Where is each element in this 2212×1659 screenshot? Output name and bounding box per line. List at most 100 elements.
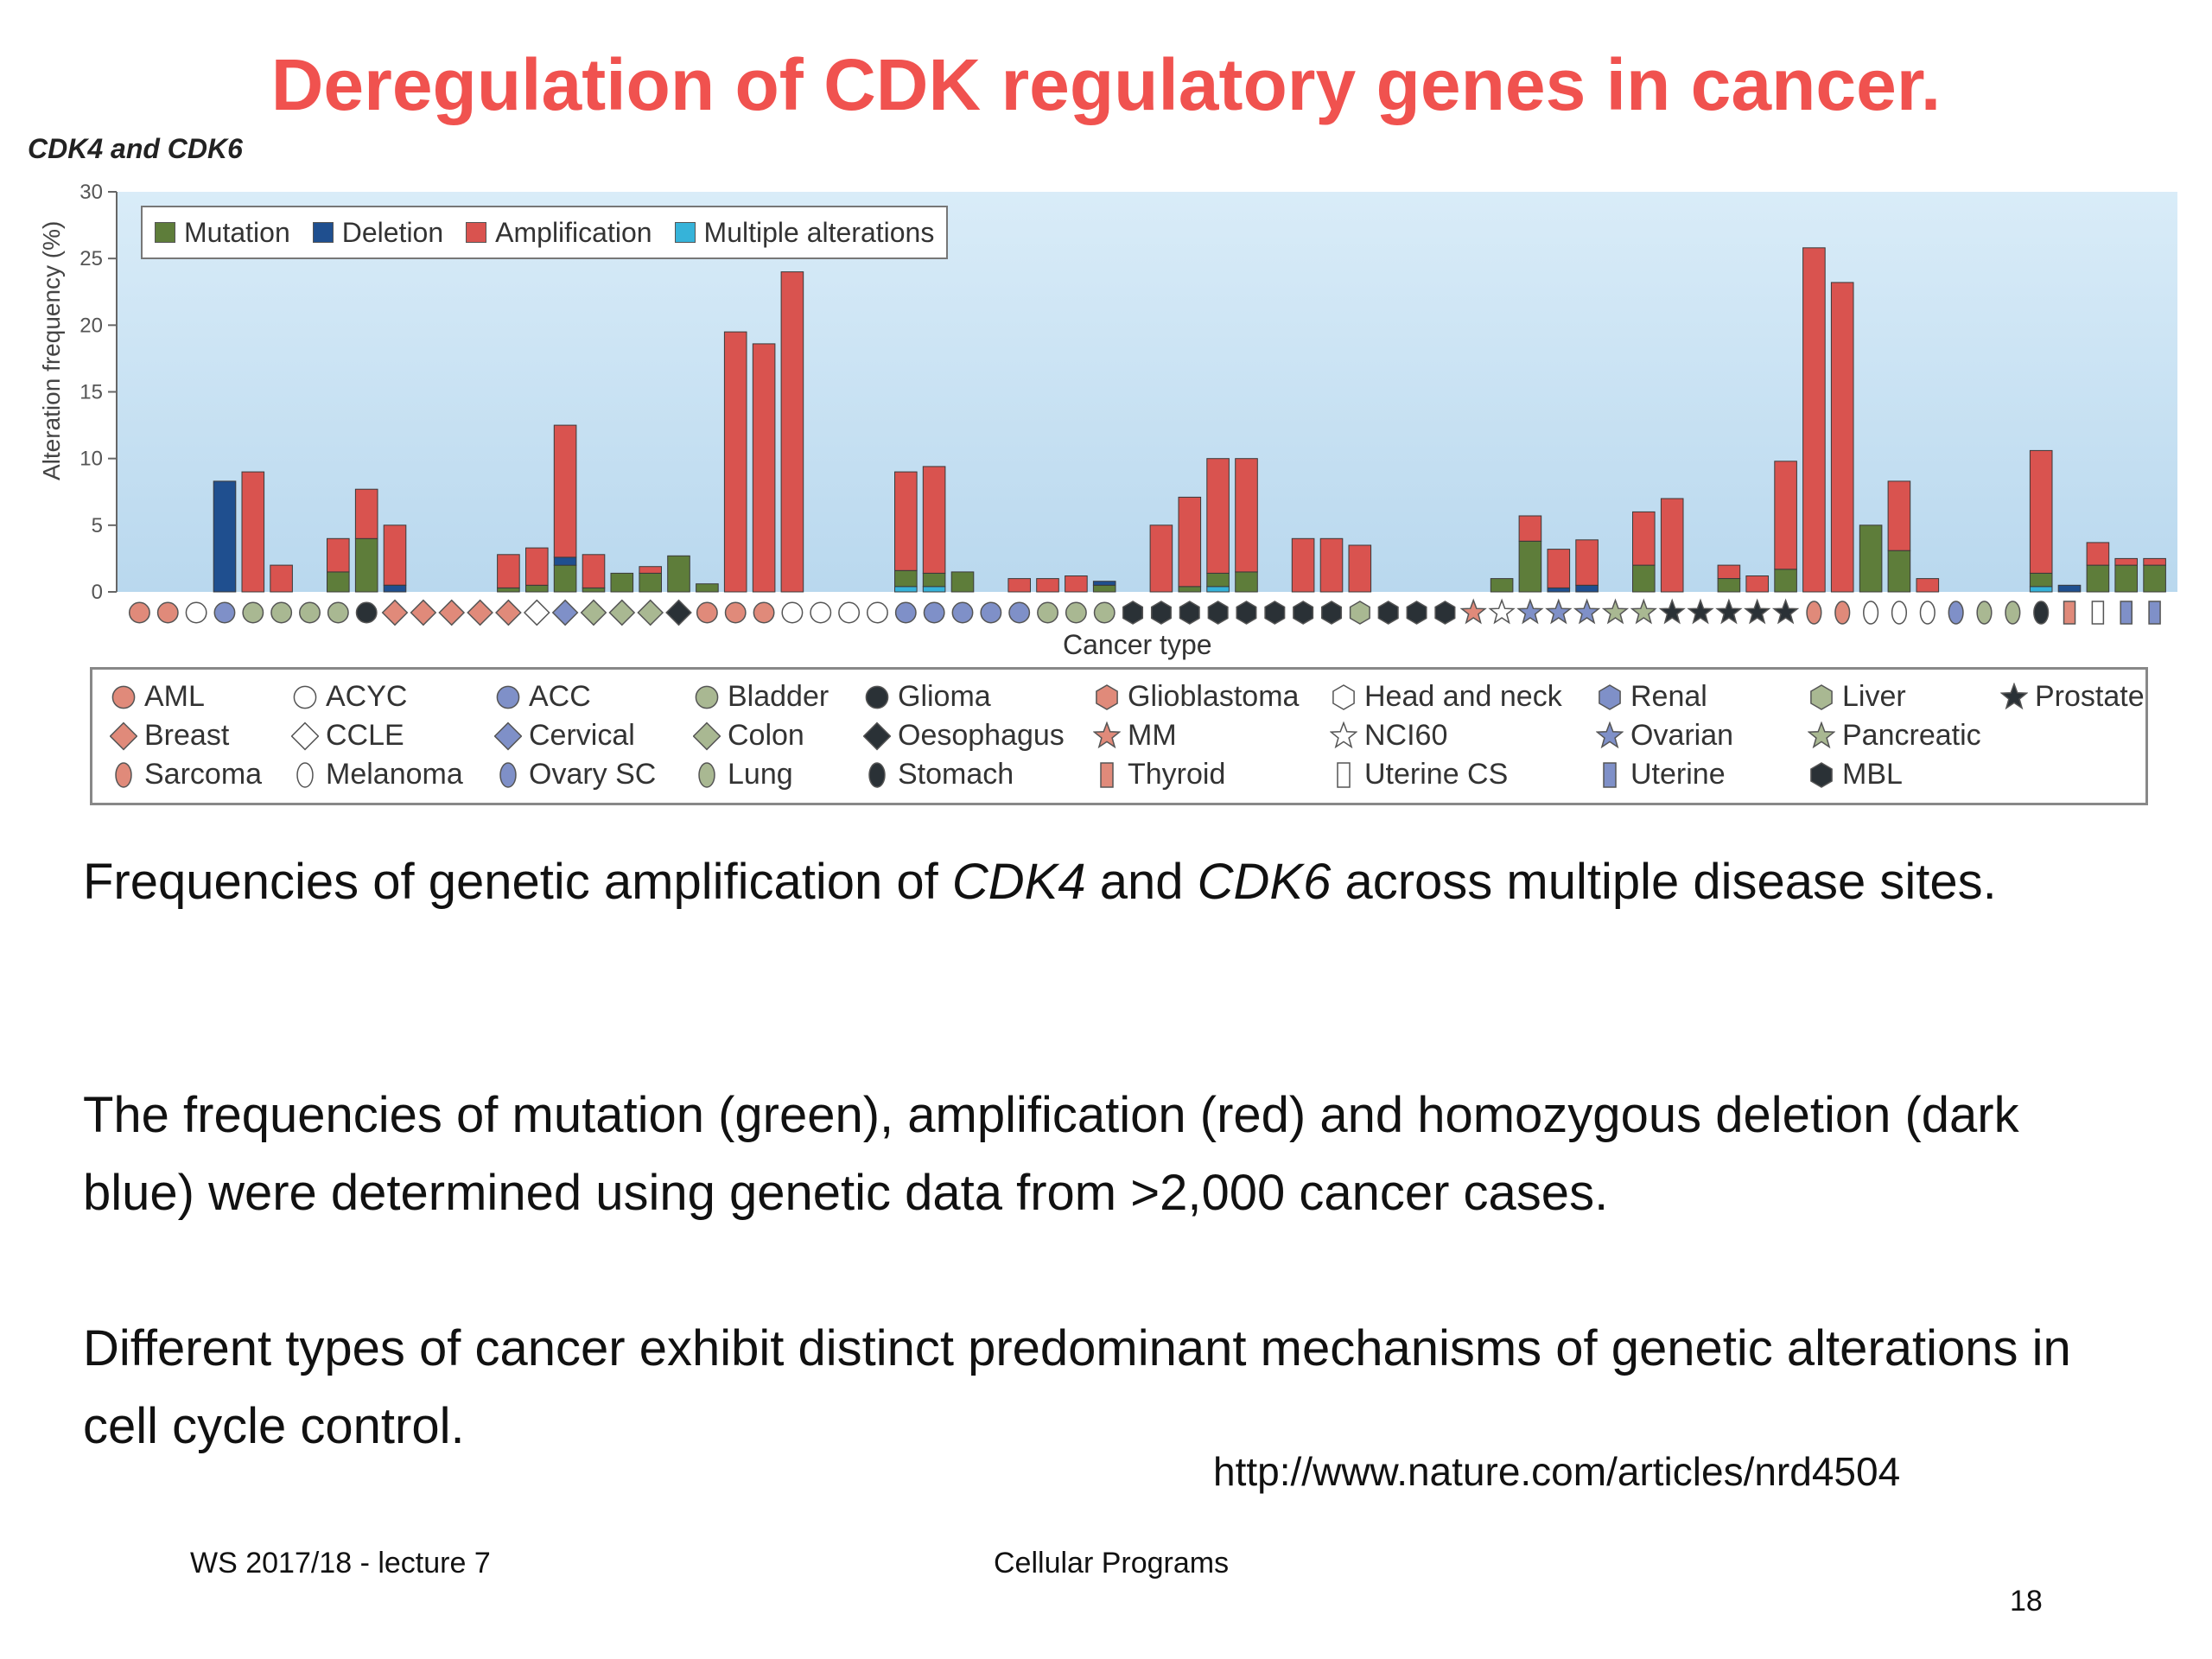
cancer-type-marker-hexagon <box>1377 601 1399 625</box>
cancer-type-marker-star <box>1573 598 1601 625</box>
y-tick-label: 30 <box>79 181 103 204</box>
legend-swatch-multiple <box>674 222 696 243</box>
bar-amplification <box>1632 511 1656 566</box>
bar-mutation <box>582 587 606 593</box>
legend-shape-circle <box>293 685 317 709</box>
cancer-type-marker-circle <box>951 601 974 624</box>
cancer-type-marker-star <box>1771 598 1800 625</box>
bar-amplification <box>922 466 946 574</box>
legend-cancer-uterine-cs-icon <box>1337 761 1351 788</box>
cancer-type-marker-circle <box>1037 601 1058 624</box>
bar-amplification <box>1774 461 1797 570</box>
cancer-type-marker-hexagon <box>1349 601 1370 625</box>
cancer-type-marker-circle <box>185 601 207 624</box>
legend-shape-diamond <box>863 721 891 750</box>
legend-item-mutation: Mutation <box>155 217 290 249</box>
legend-cancer-label: Oesophagus <box>898 719 1065 752</box>
cancer-type-marker-circle <box>724 601 747 624</box>
legend-cancer-mbl: MBL <box>1808 758 1903 791</box>
gene-cdk4: CDK4 <box>951 854 1086 910</box>
legend-shape-hexagon <box>1332 683 1355 710</box>
cancer-type-marker-star <box>1744 598 1771 625</box>
legend-cancer-liver: Liver <box>1808 680 1906 714</box>
legend-shape-diamond <box>693 721 721 750</box>
legend-cancer-oesophagus: Oesophagus <box>863 719 1065 753</box>
legend-cancer-ovarian: Ovarian <box>1596 719 1733 753</box>
bar-deletion <box>383 584 407 593</box>
legend-shape-star <box>1808 721 1835 748</box>
legend-shape-oval <box>499 761 517 788</box>
legend-cancer-label: Thyroid <box>1128 758 1226 791</box>
paragraph-3: Different types of cancer exhibit distin… <box>83 1320 2071 1454</box>
legend-cancer-acyc-icon <box>293 685 317 709</box>
cancer-type-marker-diamond <box>608 599 636 626</box>
cancer-type-marker-oval <box>1806 601 1822 625</box>
bar-mutation <box>2143 564 2166 593</box>
legend-cancer-ccle-icon <box>291 721 319 750</box>
bar-amplification <box>1802 247 1826 593</box>
cancer-type-marker-oval <box>1948 601 1964 625</box>
bar-mutation <box>1178 586 1202 593</box>
legend-shape-hexagon <box>1599 683 1621 710</box>
legend-cancer-ovary-sc-icon <box>499 761 517 788</box>
cancer-type-marker-hexagon <box>1236 601 1257 625</box>
footer-title: Cellular Programs <box>994 1547 1230 1580</box>
cancer-type-marker-star <box>1516 598 1544 625</box>
legend-cancer-stomach: Stomach <box>863 758 1014 791</box>
cancer-type-marker-circle <box>270 601 293 624</box>
legend-cancer-label: CCLE <box>326 719 404 752</box>
bar-amplification <box>1149 524 1173 593</box>
cancer-type-marker-circle <box>781 601 804 624</box>
cancer-type-marker-diamond <box>438 599 466 626</box>
legend-swatch-mutation <box>155 222 175 243</box>
paragraph-1-text-b: and <box>1085 854 1198 910</box>
bar-amplification <box>1830 282 1854 593</box>
source-url[interactable]: http://www.nature.com/articles/nrd4504 <box>1213 1449 1901 1494</box>
cancer-type-legend: AML Breast Sarcoma ACYC CCLE Melanoma ACC Cervi… <box>90 667 2148 805</box>
bar-amplification <box>1575 539 1599 586</box>
legend-cancer-liver-icon <box>1810 683 1833 710</box>
cancer-type-marker-rect <box>2063 601 2076 625</box>
legend-shape-star <box>1330 721 1357 748</box>
bar-multiple <box>894 586 918 593</box>
legend-cancer-uterine-cs: Uterine CS <box>1330 758 1508 791</box>
cancer-type-marker-star <box>1488 598 1516 625</box>
paragraph-2: The frequencies of mutation (green), amp… <box>83 1087 2019 1221</box>
cancer-type-marker-circle <box>1065 601 1087 624</box>
bar-mutation <box>525 584 549 593</box>
bar-amplification <box>780 271 804 593</box>
legend-cancer-ovary-sc: Ovary SC <box>494 758 656 791</box>
gene-cdk6: CDK6 <box>1197 854 1332 910</box>
legend-cancer-melanoma: Melanoma <box>291 758 463 791</box>
bar-amplification <box>1745 575 1770 593</box>
bar-mutation <box>1774 569 1797 593</box>
legend-shape-hexagon <box>1810 683 1833 710</box>
legend-cancer-label: Prostate <box>2035 680 2145 713</box>
legend-shape-diamond <box>110 721 137 750</box>
bar-mutation <box>696 583 719 593</box>
legend-cancer-pancreatic: Pancreatic <box>1808 719 1981 753</box>
cancer-type-marker-star <box>1601 598 1630 625</box>
legend-cancer-label: Head and neck <box>1364 680 1562 713</box>
cancer-type-marker-circle <box>299 601 321 624</box>
cancer-type-marker-circle <box>867 601 888 624</box>
bar-amplification <box>1319 537 1344 593</box>
bar-amplification <box>497 554 520 588</box>
cancer-type-marker-hexagon <box>1264 601 1286 625</box>
y-tick-label: 15 <box>79 381 103 404</box>
cancer-type-marker-circle <box>128 601 150 624</box>
cancer-type-marker-rect <box>2091 601 2105 625</box>
bar-mutation <box>894 569 918 588</box>
legend-cancer-label: Bladder <box>728 680 830 713</box>
legend-cancer-head-and-neck-icon <box>1332 683 1355 710</box>
legend-cancer-label: MBL <box>1842 758 1903 791</box>
bar-amplification <box>639 566 663 574</box>
bar-amplification <box>1235 458 1258 573</box>
legend-cancer-nci60-icon <box>1330 721 1357 748</box>
cancer-type-marker-diamond <box>637 599 664 626</box>
bar-amplification <box>1887 480 1911 551</box>
legend-cancer-aml: AML <box>110 680 205 714</box>
legend-cancer-label: Breast <box>144 719 230 752</box>
legend-shape-hexagon <box>1096 683 1118 710</box>
bar-mutation <box>1490 578 1514 593</box>
